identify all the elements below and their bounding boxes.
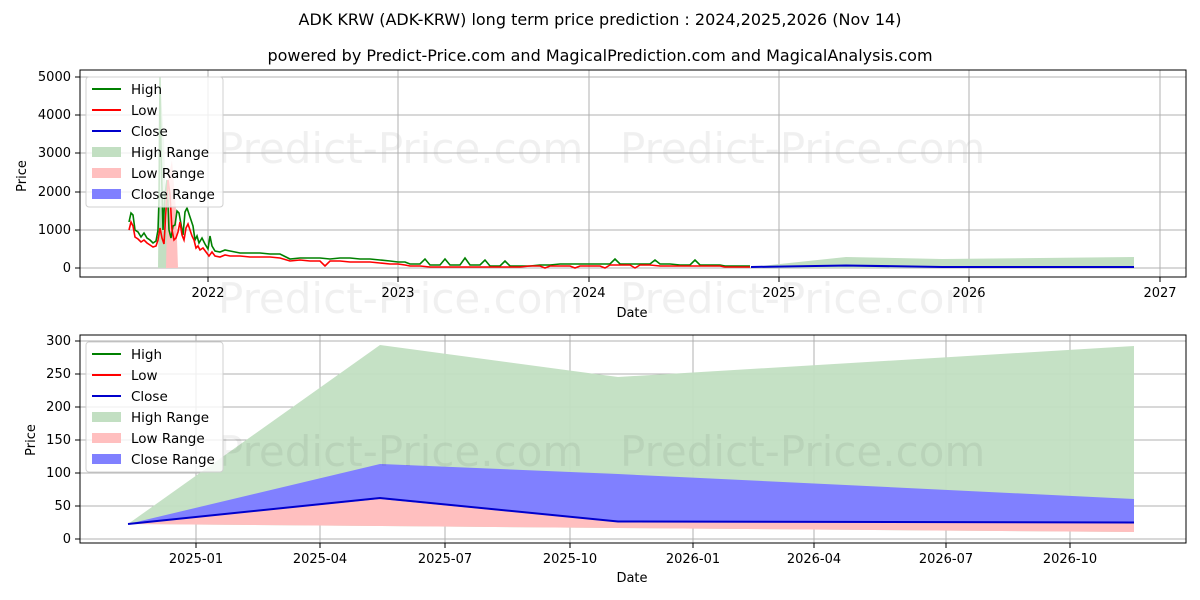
watermark: Predict-Price.com (218, 427, 583, 476)
bottom-axes-frame (79, 334, 1187, 544)
legend-low-range-label: Low Range (131, 431, 205, 447)
bottom-x-tick: 2025-04 (293, 552, 347, 567)
top-grid (80, 70, 1186, 277)
bottom-x-tick: 2026-07 (919, 552, 973, 567)
watermark: Predict-Price.com (218, 274, 583, 323)
legend-close-range-label: Close Range (131, 452, 215, 468)
legend-low-label: Low (131, 368, 158, 384)
legend-high-range-label: High Range (131, 145, 209, 161)
bottom-y-tick: 0 (63, 532, 71, 547)
watermark: Predict-Price.com (620, 427, 985, 476)
bottom-close-range-area (128, 464, 1134, 524)
top-x-tick: 2023 (381, 286, 414, 301)
bottom-low-range-area (128, 499, 1134, 532)
legend-low-range-swatch (92, 433, 121, 443)
top-forecast-close-line (750, 264, 1134, 268)
legend-close-range-label: Close Range (131, 187, 215, 203)
top-y-tick: 1000 (38, 223, 71, 238)
bottom-y-tick: 300 (46, 334, 71, 349)
top-x-tick: 2025 (762, 286, 795, 301)
legend-high-range-swatch (92, 147, 121, 157)
bottom-x-tick: 2025-07 (418, 552, 472, 567)
watermark: Predict-Price.com (620, 124, 985, 173)
legend-low-range-label: Low Range (131, 166, 205, 182)
top-y-tick: 5000 (38, 70, 71, 85)
bottom-y-tick: 150 (46, 433, 71, 448)
top-x-axis-label: Date (616, 306, 647, 321)
legend-close-label: Close (131, 389, 168, 405)
bottom-y-tick: 100 (46, 466, 71, 481)
top-chart: Predict-Price.com Predict-Price.com Pred… (15, 69, 1187, 323)
watermark: Predict-Price.com (218, 124, 583, 173)
legend-close-label: Close (131, 124, 168, 140)
top-axes-frame (79, 69, 1187, 278)
top-y-tick: 4000 (38, 108, 71, 123)
chart-title: ADK KRW (ADK-KRW) long term price predic… (298, 10, 902, 29)
legend-high-label: High (131, 82, 162, 98)
bottom-y-tick: 200 (46, 400, 71, 415)
bottom-x-tick: 2026-04 (787, 552, 841, 567)
bottom-x-tick: 2026-10 (1043, 552, 1097, 567)
bottom-x-tick: 2025-01 (169, 552, 223, 567)
bottom-ticks (75, 340, 1071, 548)
top-y-tick: 2000 (38, 185, 71, 200)
bottom-y-tick: 250 (46, 367, 71, 382)
bottom-x-axis-label: Date (616, 571, 647, 586)
chart-subtitle: powered by Predict-Price.com and Magical… (267, 46, 933, 65)
legend-high-label: High (131, 347, 162, 363)
bottom-x-tick: 2026-01 (666, 552, 720, 567)
legend-close-range-swatch (92, 189, 121, 199)
bottom-x-tick: 2025-10 (543, 552, 597, 567)
top-y-tick: 3000 (38, 146, 71, 161)
watermark: Predict-Price.com (620, 274, 985, 323)
legend-low-range-swatch (92, 168, 121, 178)
legend-high-range-label: High Range (131, 410, 209, 426)
legend-low-label: Low (131, 103, 158, 119)
top-legend: High Low Close High Range Low Range Clos… (85, 76, 224, 208)
top-x-tick: 2022 (191, 286, 224, 301)
bottom-legend: High Low Close High Range Low Range Clos… (85, 341, 224, 473)
top-x-tick: 2027 (1143, 286, 1176, 301)
top-y-axis-label: Price (15, 160, 30, 192)
top-y-tick: 0 (63, 261, 71, 276)
top-x-tick: 2024 (572, 286, 605, 301)
bottom-close-line (127, 496, 1135, 525)
top-x-tick: 2026 (952, 286, 985, 301)
legend-close-range-swatch (92, 454, 121, 464)
bottom-y-axis-label: Price (24, 424, 39, 456)
bottom-y-tick: 50 (54, 499, 71, 514)
bottom-chart: Predict-Price.com Predict-Price.com 2025… (24, 334, 1187, 586)
legend-high-range-swatch (92, 412, 121, 422)
top-ticks (75, 76, 1161, 282)
